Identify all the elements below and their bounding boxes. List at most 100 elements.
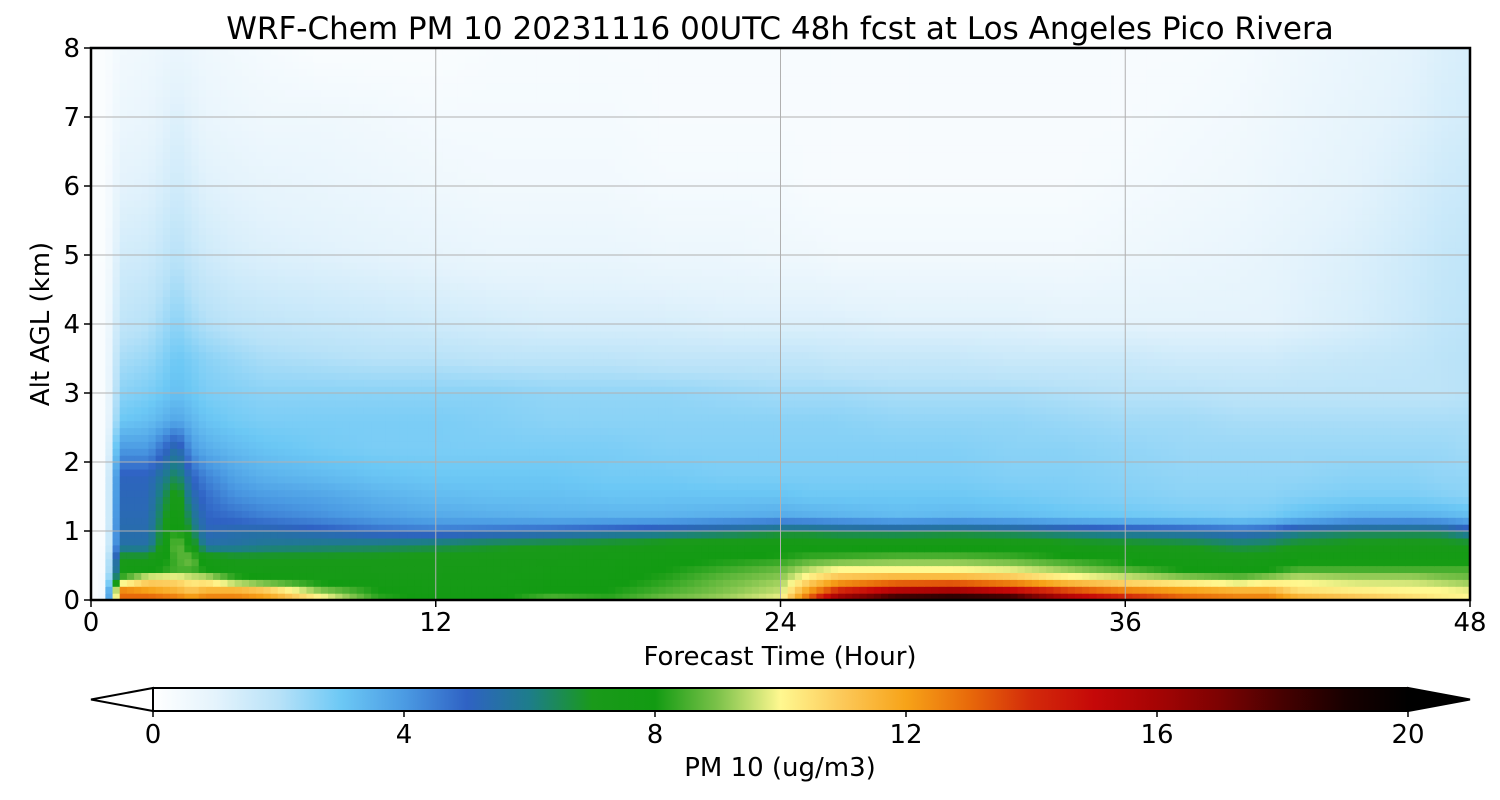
heatmap-cell bbox=[766, 468, 774, 477]
heatmap-cell bbox=[1426, 579, 1435, 587]
heatmap-cell bbox=[205, 427, 214, 435]
heatmap-cell bbox=[981, 482, 990, 491]
heatmap-cell bbox=[744, 586, 753, 594]
heatmap-cell bbox=[1398, 544, 1406, 553]
heatmap-cell bbox=[112, 565, 121, 573]
heatmap-cell bbox=[227, 579, 236, 587]
heatmap-cell bbox=[723, 420, 731, 429]
heatmap-cell bbox=[213, 503, 221, 511]
heatmap-cell bbox=[126, 593, 135, 600]
heatmap-cell bbox=[665, 544, 674, 553]
heatmap-cell bbox=[1197, 427, 1205, 435]
heatmap-cell bbox=[1398, 572, 1406, 580]
heatmap-cell bbox=[1426, 455, 1435, 463]
heatmap-cell bbox=[1297, 531, 1306, 539]
heatmap-cell bbox=[91, 482, 99, 491]
heatmap-cell bbox=[414, 420, 422, 429]
heatmap-cell bbox=[1254, 544, 1263, 553]
heatmap-cell bbox=[1139, 517, 1148, 525]
heatmap-cell bbox=[881, 496, 889, 504]
heatmap-cell bbox=[852, 586, 861, 594]
heatmap-cell bbox=[277, 544, 286, 553]
heatmap-cell bbox=[1434, 586, 1442, 594]
heatmap-cell bbox=[1362, 468, 1371, 477]
heatmap-cell bbox=[1319, 544, 1327, 553]
heatmap-cell bbox=[1189, 579, 1198, 587]
heatmap-cell bbox=[191, 503, 200, 511]
heatmap-cell bbox=[751, 496, 760, 504]
heatmap-cell bbox=[1340, 537, 1349, 546]
heatmap-cell bbox=[198, 482, 207, 491]
heatmap-cell bbox=[902, 572, 911, 580]
heatmap-cell bbox=[1132, 455, 1141, 463]
heatmap-cell bbox=[270, 496, 279, 504]
heatmap-cell bbox=[658, 441, 667, 449]
heatmap-cell bbox=[342, 448, 351, 456]
heatmap-cell bbox=[256, 482, 264, 491]
heatmap-cell bbox=[1053, 468, 1062, 477]
heatmap-cell bbox=[572, 565, 580, 573]
heatmap-cell bbox=[399, 434, 408, 442]
heatmap-cell bbox=[1003, 537, 1011, 546]
heatmap-cell bbox=[442, 579, 451, 587]
heatmap-cell bbox=[1089, 503, 1098, 511]
heatmap-cell bbox=[859, 565, 868, 573]
heatmap-cell bbox=[514, 593, 523, 600]
heatmap-cell bbox=[1110, 565, 1119, 573]
heatmap-cell bbox=[981, 586, 990, 594]
heatmap-cell bbox=[658, 434, 667, 442]
heatmap-cell bbox=[1039, 482, 1047, 491]
heatmap-cell bbox=[593, 524, 602, 532]
heatmap-cell bbox=[170, 551, 178, 560]
heatmap-cell bbox=[241, 462, 250, 470]
heatmap-cell bbox=[428, 510, 437, 518]
heatmap-cell bbox=[205, 531, 214, 539]
heatmap-cell bbox=[859, 434, 868, 442]
heatmap-cell bbox=[859, 517, 868, 525]
heatmap-cell bbox=[1311, 517, 1320, 525]
heatmap-cell bbox=[557, 551, 566, 560]
heatmap-cell bbox=[823, 455, 832, 463]
heatmap-cell bbox=[1197, 517, 1205, 525]
heatmap-cell bbox=[284, 434, 293, 442]
heatmap-cell bbox=[1333, 544, 1342, 553]
heatmap-cell bbox=[284, 524, 293, 532]
heatmap-cell bbox=[1232, 510, 1241, 518]
heatmap-cell bbox=[1369, 420, 1378, 429]
heatmap-cell bbox=[500, 503, 509, 511]
heatmap-cell bbox=[837, 441, 846, 449]
heatmap-cell bbox=[1261, 468, 1270, 477]
heatmap-cell bbox=[1110, 489, 1119, 498]
heatmap-cell bbox=[1161, 441, 1169, 449]
heatmap-cell bbox=[1161, 420, 1169, 429]
heatmap-cell bbox=[428, 482, 437, 491]
heatmap-cell bbox=[1362, 586, 1371, 594]
heatmap-cell bbox=[1383, 482, 1392, 491]
heatmap-cell bbox=[1254, 531, 1263, 539]
heatmap-cell bbox=[1276, 468, 1284, 477]
heatmap-cell bbox=[363, 531, 372, 539]
heatmap-cell bbox=[342, 510, 351, 518]
heatmap-cell bbox=[1412, 593, 1421, 600]
heatmap-cell bbox=[1240, 503, 1248, 511]
heatmap-cell bbox=[371, 434, 379, 442]
heatmap-cell bbox=[112, 537, 121, 546]
heatmap-cell bbox=[1247, 434, 1256, 442]
heatmap-cell bbox=[356, 475, 365, 484]
heatmap-cell bbox=[967, 579, 976, 587]
heatmap-cell bbox=[1405, 537, 1414, 546]
heatmap-cell bbox=[1448, 558, 1457, 567]
heatmap-cell bbox=[615, 551, 624, 560]
heatmap-cell bbox=[378, 537, 387, 546]
heatmap-cell bbox=[1153, 593, 1162, 600]
heatmap-cell bbox=[112, 524, 121, 532]
heatmap-cell bbox=[1139, 455, 1148, 463]
heatmap-cell bbox=[1311, 489, 1320, 498]
heatmap-cell bbox=[952, 551, 961, 560]
heatmap-cell bbox=[1074, 551, 1083, 560]
heatmap-cell bbox=[895, 468, 904, 477]
heatmap-cell bbox=[873, 462, 882, 470]
heatmap-cell bbox=[895, 475, 904, 484]
heatmap-cell bbox=[1024, 517, 1033, 525]
heatmap-cell bbox=[141, 475, 150, 484]
